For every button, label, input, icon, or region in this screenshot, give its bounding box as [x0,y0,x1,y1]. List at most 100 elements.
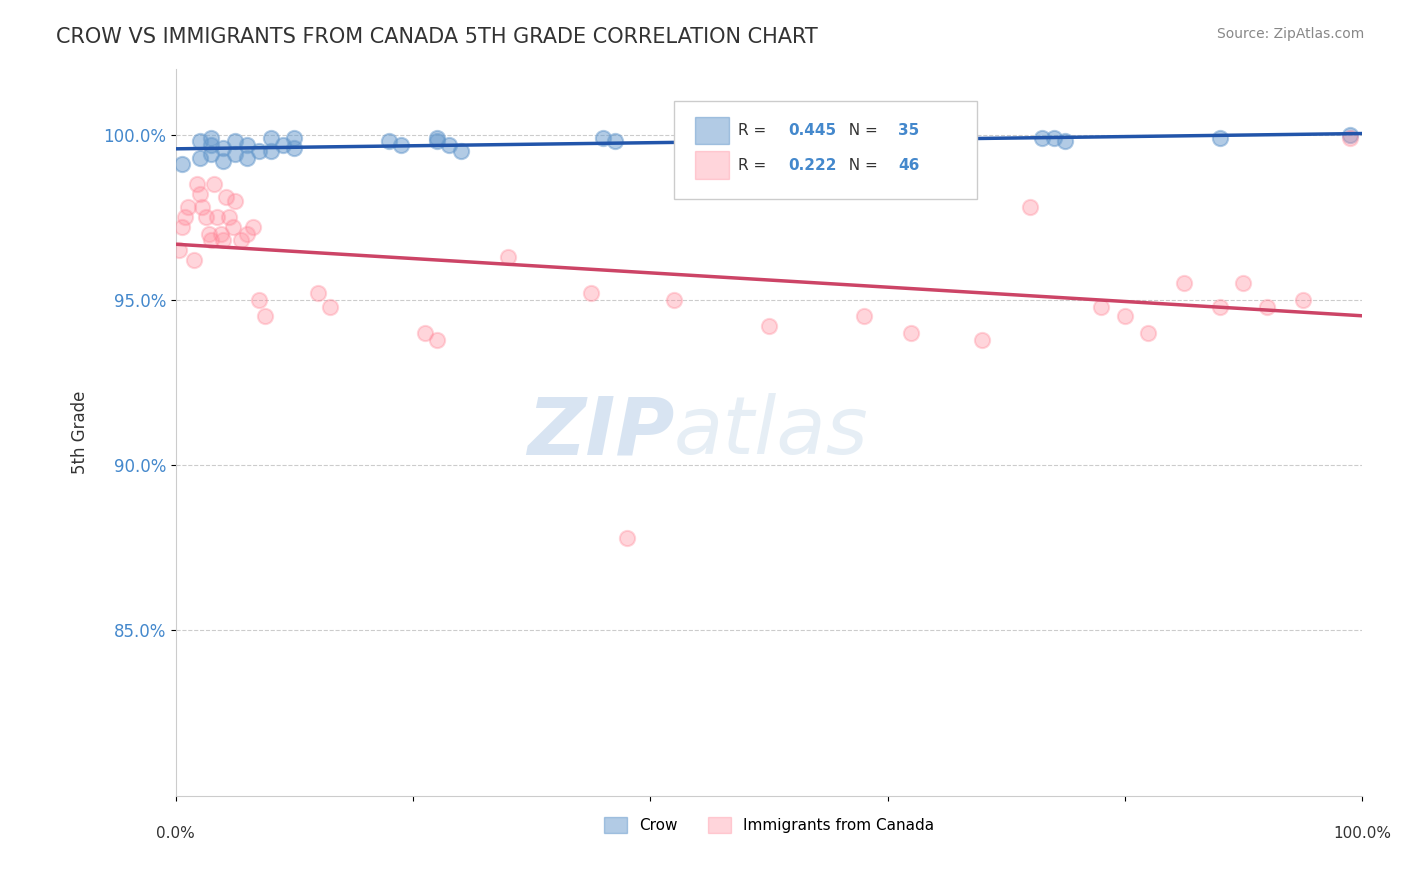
Point [198,227,221,241]
Text: CROW VS IMMIGRANTS FROM CANADA 5TH GRADE CORRELATION CHART: CROW VS IMMIGRANTS FROM CANADA 5TH GRADE… [56,27,818,46]
Point [900,326,922,340]
Point [769,131,792,145]
Point [229,234,252,248]
Point [186,178,208,192]
Point [212,234,235,248]
Text: N =: N = [839,123,883,138]
Point [900,131,922,145]
Point [592,131,614,145]
Point [426,333,449,347]
Point [218,211,240,225]
Point [191,200,214,214]
Point [200,234,222,248]
Text: N =: N = [839,158,883,173]
Point [283,131,305,145]
Point [247,293,270,307]
Text: 0.222: 0.222 [787,158,837,173]
Legend: Crow, Immigrants from Canada: Crow, Immigrants from Canada [598,811,941,839]
Point [183,253,205,268]
Point [307,286,329,301]
Text: 35: 35 [898,123,920,138]
Text: R =: R = [738,123,772,138]
Point [1208,300,1230,314]
Point [271,137,294,152]
Text: R =: R = [738,158,772,173]
Point [283,141,305,155]
Point [1090,300,1112,314]
Point [224,194,246,208]
Y-axis label: 5th Grade: 5th Grade [72,391,89,474]
Point [1292,293,1315,307]
Point [1018,200,1040,214]
Point [1173,277,1195,291]
Point [200,137,222,152]
Point [170,157,193,171]
Point [242,220,264,235]
Point [260,131,283,145]
Point [212,141,235,155]
Point [426,134,449,148]
Point [378,134,401,148]
Point [236,227,259,241]
Point [496,250,519,264]
Point [215,190,238,204]
Text: 100.0%: 100.0% [1333,826,1391,841]
Point [782,134,804,148]
Point [1232,277,1254,291]
FancyBboxPatch shape [673,102,977,200]
Point [194,211,217,225]
Point [1256,300,1278,314]
Point [222,220,245,235]
Text: ZIP: ZIP [527,393,673,471]
Point [972,333,994,347]
Point [202,178,225,192]
Point [426,131,449,145]
Point [1031,131,1053,145]
Point [1339,128,1361,142]
Point [450,144,472,158]
Point [260,144,283,158]
Point [319,300,342,314]
Point [912,134,935,148]
Point [1339,131,1361,145]
Point [224,134,246,148]
Point [437,137,460,152]
Point [413,326,436,340]
Point [174,211,197,225]
Point [579,286,602,301]
Text: 46: 46 [898,158,920,173]
Point [236,151,259,165]
Point [188,151,211,165]
Point [616,531,638,545]
Point [200,131,222,145]
Point [758,319,780,334]
Point [1137,326,1160,340]
Point [207,211,229,225]
Point [212,154,235,169]
Text: atlas: atlas [673,393,869,471]
Point [247,144,270,158]
Point [188,134,211,148]
Point [200,147,222,161]
Point [1114,310,1136,324]
Point [209,227,232,241]
Point [170,220,193,235]
Text: 0.445: 0.445 [787,123,837,138]
Text: 0.0%: 0.0% [156,826,195,841]
Point [236,137,259,152]
FancyBboxPatch shape [696,117,728,145]
Point [852,310,875,324]
Point [169,244,191,258]
Point [1054,134,1077,148]
FancyBboxPatch shape [696,152,728,179]
Text: Source: ZipAtlas.com: Source: ZipAtlas.com [1216,27,1364,41]
Point [662,293,685,307]
Point [253,310,276,324]
Point [188,187,211,202]
Point [1208,131,1230,145]
Point [603,134,626,148]
Point [224,147,246,161]
Point [177,200,200,214]
Point [1042,131,1064,145]
Point [389,137,412,152]
